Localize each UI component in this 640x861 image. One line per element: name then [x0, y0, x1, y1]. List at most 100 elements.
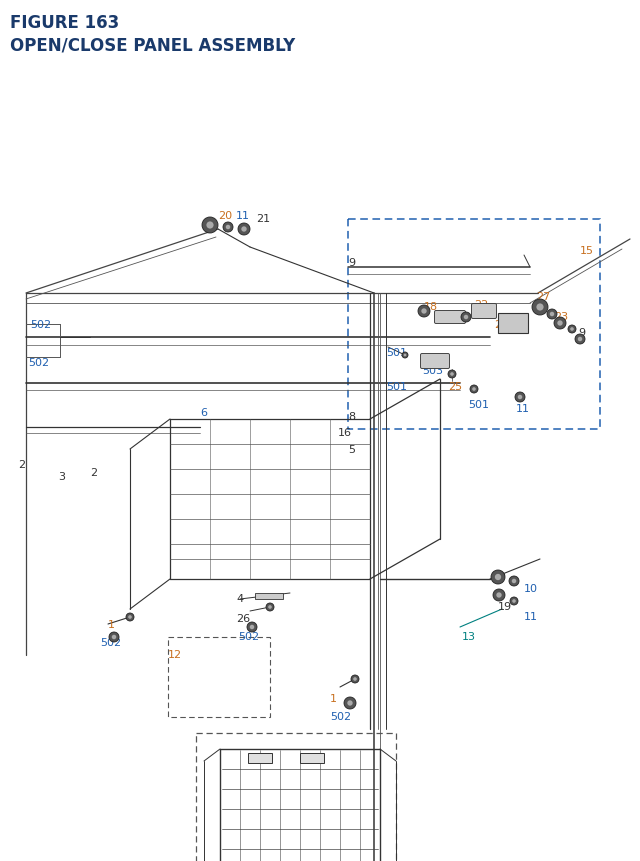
Bar [168, 637, 270, 717]
Circle shape [266, 604, 274, 611]
Text: 501: 501 [386, 381, 407, 392]
Text: 2: 2 [90, 468, 97, 478]
Circle shape [495, 574, 501, 580]
Bar [196, 734, 396, 861]
Circle shape [404, 354, 406, 357]
Circle shape [238, 224, 250, 236]
Circle shape [418, 306, 430, 318]
Circle shape [496, 592, 502, 598]
Circle shape [512, 579, 516, 584]
Text: OPEN/CLOSE PANEL ASSEMBLY: OPEN/CLOSE PANEL ASSEMBLY [10, 36, 295, 54]
FancyBboxPatch shape [420, 354, 449, 369]
Circle shape [344, 697, 356, 709]
Circle shape [575, 335, 585, 344]
Text: 5: 5 [348, 444, 355, 455]
Text: 25: 25 [448, 381, 462, 392]
Circle shape [247, 623, 257, 632]
Text: 502: 502 [30, 319, 51, 330]
Text: 501: 501 [468, 400, 489, 410]
Text: 1: 1 [330, 693, 337, 703]
Text: 23: 23 [554, 312, 568, 322]
FancyBboxPatch shape [435, 311, 465, 324]
Circle shape [450, 373, 454, 376]
Text: 8: 8 [348, 412, 355, 422]
Circle shape [491, 570, 505, 585]
Text: 9: 9 [348, 257, 355, 268]
Bar [248, 753, 272, 763]
Circle shape [547, 310, 557, 319]
Text: 27: 27 [536, 292, 550, 301]
Circle shape [268, 605, 272, 609]
Circle shape [109, 632, 119, 642]
Circle shape [472, 387, 476, 392]
Circle shape [509, 576, 519, 586]
Circle shape [128, 616, 132, 619]
Circle shape [493, 589, 505, 601]
Text: 12: 12 [168, 649, 182, 660]
Text: 11: 11 [516, 404, 530, 413]
Text: 11: 11 [236, 211, 250, 220]
Circle shape [470, 386, 478, 393]
Circle shape [550, 313, 554, 317]
Text: 503: 503 [422, 366, 443, 375]
Bar [498, 313, 528, 333]
Text: 13: 13 [462, 631, 476, 641]
Circle shape [206, 222, 214, 229]
Circle shape [241, 227, 246, 232]
Circle shape [578, 338, 582, 342]
Circle shape [536, 304, 543, 311]
Text: 501: 501 [386, 348, 407, 357]
Circle shape [223, 223, 233, 232]
Text: 18: 18 [424, 301, 438, 312]
Circle shape [126, 613, 134, 622]
Text: 10: 10 [524, 583, 538, 593]
FancyBboxPatch shape [472, 304, 497, 319]
Circle shape [351, 675, 359, 684]
Text: 2: 2 [18, 460, 25, 469]
Circle shape [512, 599, 516, 603]
Circle shape [250, 625, 254, 629]
Circle shape [510, 598, 518, 605]
Circle shape [461, 313, 471, 323]
Text: 3: 3 [58, 472, 65, 481]
Circle shape [353, 678, 357, 681]
Text: 17: 17 [442, 313, 456, 324]
Text: 6: 6 [200, 407, 207, 418]
Text: 9: 9 [578, 328, 585, 338]
Text: 502: 502 [28, 357, 49, 368]
Circle shape [348, 701, 353, 706]
Text: 4: 4 [236, 593, 243, 604]
Circle shape [421, 309, 427, 314]
Bar [348, 220, 600, 430]
Circle shape [402, 353, 408, 358]
Circle shape [464, 315, 468, 320]
Text: 502: 502 [330, 711, 351, 722]
Text: 11: 11 [524, 611, 538, 622]
Text: 502: 502 [238, 631, 259, 641]
Bar [255, 593, 283, 599]
Bar [300, 753, 324, 763]
Text: 502: 502 [100, 637, 121, 647]
Text: 26: 26 [236, 613, 250, 623]
Circle shape [532, 300, 548, 316]
Text: 15: 15 [580, 245, 594, 256]
Text: 21: 21 [256, 214, 270, 224]
Text: 19: 19 [498, 601, 512, 611]
Circle shape [448, 370, 456, 379]
Text: 20: 20 [218, 211, 232, 220]
Text: 7: 7 [498, 573, 505, 583]
Circle shape [202, 218, 218, 233]
Text: FIGURE 163: FIGURE 163 [10, 14, 119, 32]
Circle shape [570, 328, 574, 331]
Text: 24: 24 [494, 319, 508, 330]
Circle shape [554, 318, 566, 330]
Text: 1: 1 [108, 619, 115, 629]
Circle shape [112, 635, 116, 640]
Circle shape [226, 226, 230, 230]
Text: 16: 16 [338, 428, 352, 437]
Text: 22: 22 [474, 300, 488, 310]
Circle shape [518, 395, 522, 400]
Circle shape [557, 321, 563, 326]
Circle shape [568, 325, 576, 333]
Circle shape [515, 393, 525, 403]
